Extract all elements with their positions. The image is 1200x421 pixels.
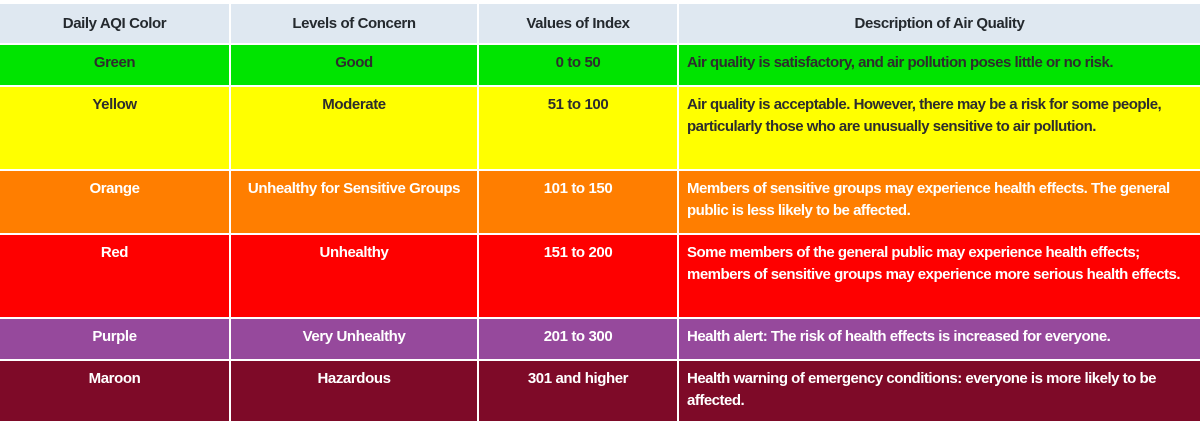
cell-aqi-color: Maroon <box>0 359 231 421</box>
table-row-red: Red Unhealthy 151 to 200 Some members of… <box>0 233 1200 319</box>
cell-index-range: 51 to 100 <box>477 85 679 171</box>
cell-aqi-color: Purple <box>0 317 231 361</box>
cell-aqi-color: Red <box>0 233 231 319</box>
header-row: Daily AQI Color Levels of Concern Values… <box>0 4 1200 45</box>
cell-level-of-concern: Unhealthy for Sensitive Groups <box>229 169 479 235</box>
table-row-yellow: Yellow Moderate 51 to 100 Air quality is… <box>0 85 1200 171</box>
cell-aqi-color: Yellow <box>0 85 231 171</box>
cell-description: Members of sensitive groups may experien… <box>677 169 1200 235</box>
cell-index-range: 301 and higher <box>477 359 679 421</box>
cell-index-range: 101 to 150 <box>477 169 679 235</box>
cell-description: Air quality is acceptable. However, ther… <box>677 85 1200 171</box>
cell-description: Health alert: The risk of health effects… <box>677 317 1200 361</box>
cell-level-of-concern: Very Unhealthy <box>229 317 479 361</box>
column-header-daily-aqi-color: Daily AQI Color <box>0 4 231 45</box>
cell-level-of-concern: Unhealthy <box>229 233 479 319</box>
column-header-values-of-index: Values of Index <box>477 4 679 45</box>
cell-index-range: 151 to 200 <box>477 233 679 319</box>
cell-description: Some members of the general public may e… <box>677 233 1200 319</box>
column-header-levels-of-concern: Levels of Concern <box>229 4 479 45</box>
cell-index-range: 201 to 300 <box>477 317 679 361</box>
cell-level-of-concern: Good <box>229 43 479 87</box>
cell-aqi-color: Green <box>0 43 231 87</box>
cell-index-range: 0 to 50 <box>477 43 679 87</box>
cell-level-of-concern: Hazardous <box>229 359 479 421</box>
cell-level-of-concern: Moderate <box>229 85 479 171</box>
table-row-purple: Purple Very Unhealthy 201 to 300 Health … <box>0 317 1200 361</box>
table-row-orange: Orange Unhealthy for Sensitive Groups 10… <box>0 169 1200 235</box>
cell-description: Health warning of emergency conditions: … <box>677 359 1200 421</box>
column-header-description: Description of Air Quality <box>677 4 1200 45</box>
table-row-green: Green Good 0 to 50 Air quality is satisf… <box>0 43 1200 87</box>
cell-aqi-color: Orange <box>0 169 231 235</box>
cell-description: Air quality is satisfactory, and air pol… <box>677 43 1200 87</box>
aqi-table: Daily AQI Color Levels of Concern Values… <box>0 4 1200 421</box>
table-row-maroon: Maroon Hazardous 301 and higher Health w… <box>0 359 1200 421</box>
